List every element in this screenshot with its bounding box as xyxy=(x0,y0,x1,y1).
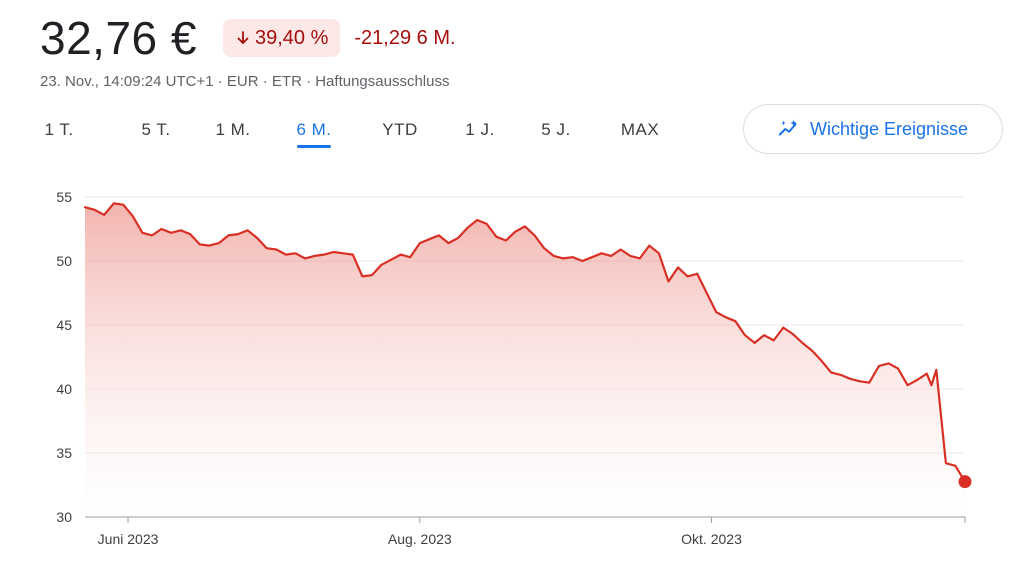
y-tick-label: 50 xyxy=(56,253,72,269)
x-tick-label: Okt. 2023 xyxy=(681,531,742,547)
y-tick-label: 30 xyxy=(56,509,72,525)
price-line xyxy=(83,202,967,483)
change-period: 6 M. xyxy=(416,26,456,49)
tab-5-years[interactable]: 5 J. xyxy=(541,120,571,139)
quote-header: 32,76 € 39,40 % -21,29 6 M. xyxy=(40,10,456,66)
y-tick-label: 40 xyxy=(56,381,72,397)
x-tick-label: Aug. 2023 xyxy=(388,531,452,547)
tab-6-months[interactable]: 6 M. xyxy=(294,118,334,148)
key-events-button[interactable]: Wichtige Ereignisse xyxy=(743,104,1003,154)
tab-1-day[interactable]: 1 T. xyxy=(44,120,74,139)
tab-5-days[interactable]: 5 T. xyxy=(141,120,171,139)
y-tick-label: 35 xyxy=(56,445,72,461)
y-tick-label: 45 xyxy=(56,317,72,333)
x-tick-label: Juni 2023 xyxy=(98,531,159,547)
range-tabs: 1 T. 5 T. 1 M. 6 M. YTD 1 J. 5 J. MAX xyxy=(40,118,664,148)
sparkle-trend-icon xyxy=(778,119,797,136)
change-percent: 39,40 % xyxy=(254,26,329,49)
key-events-label: Wichtige Ereignisse xyxy=(809,118,969,139)
quote-subline: 23. Nov., 14:09:24 UTC+1 · EUR · ETR · H… xyxy=(40,73,450,90)
price-chart: 30 35 40 45 50 55 Juni 2023 Aug. 2023 Okt. 2023 xyxy=(56,189,972,547)
tab-1-month[interactable]: 1 M. xyxy=(215,120,251,139)
tab-ytd[interactable]: YTD xyxy=(382,120,418,139)
tab-1-year[interactable]: 1 J. xyxy=(465,120,495,139)
change-absolute: -21,29 6 M. xyxy=(354,26,456,49)
last-price-dot xyxy=(958,475,972,489)
arrow-down-icon xyxy=(237,31,249,45)
y-tick-label: 55 xyxy=(56,189,72,205)
current-price: 32,76 € xyxy=(40,12,197,64)
tab-max[interactable]: MAX xyxy=(620,120,660,139)
price-area xyxy=(85,203,965,517)
change-percent-badge: 39,40 % xyxy=(222,19,341,57)
